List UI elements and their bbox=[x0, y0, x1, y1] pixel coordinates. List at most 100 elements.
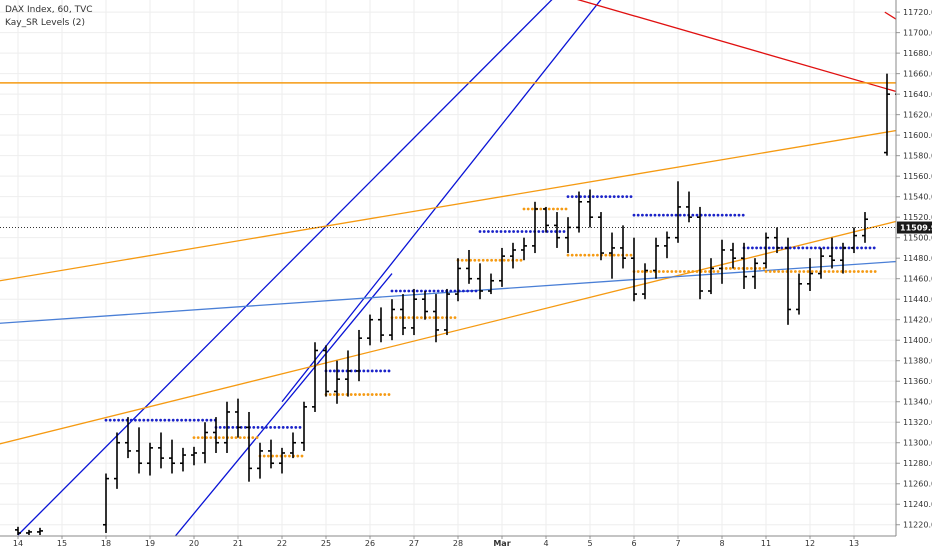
support-dot bbox=[362, 393, 366, 396]
y-tick-label: 11680.0 bbox=[903, 49, 932, 58]
support-dot bbox=[481, 258, 485, 262]
resistance-dot bbox=[712, 213, 716, 217]
resistance-dot bbox=[583, 195, 587, 199]
support-dot bbox=[852, 270, 856, 273]
support-dot bbox=[205, 436, 209, 440]
resistance-dot bbox=[474, 289, 478, 293]
support-dot bbox=[575, 253, 578, 257]
support-dot bbox=[271, 454, 274, 458]
resistance-dot bbox=[453, 289, 457, 293]
resistance-dot bbox=[729, 213, 732, 217]
support-dot bbox=[716, 270, 720, 273]
ohlc-bars bbox=[15, 73, 896, 535]
resistance-dot bbox=[503, 230, 507, 233]
resistance-dot bbox=[171, 418, 175, 422]
resistance-dot bbox=[653, 213, 657, 217]
resistance-dot bbox=[197, 418, 200, 422]
resistance-dot bbox=[516, 230, 520, 233]
resistance-dot bbox=[328, 369, 332, 373]
resistance-dot bbox=[579, 195, 582, 199]
support-dot bbox=[556, 207, 559, 211]
resistance-dot bbox=[847, 246, 851, 250]
resistance-dot bbox=[662, 213, 665, 217]
support-dot bbox=[777, 270, 780, 273]
support-dot bbox=[477, 258, 481, 262]
resistance-dot bbox=[167, 418, 171, 422]
resistance-dot bbox=[839, 246, 842, 250]
x-tick-label: 8 bbox=[719, 539, 724, 548]
support-dot bbox=[251, 436, 255, 440]
support-dot bbox=[666, 270, 669, 273]
resistance-dot bbox=[231, 425, 235, 429]
support-dot bbox=[522, 207, 526, 211]
y-tick-label: 11260.0 bbox=[903, 480, 932, 489]
resistance-dot bbox=[205, 418, 209, 422]
resistance-dot bbox=[209, 418, 213, 422]
red-channel-upper bbox=[576, 0, 896, 93]
resistance-dot bbox=[625, 195, 629, 199]
resistance-dot bbox=[746, 246, 750, 250]
support-dot bbox=[737, 267, 741, 270]
resistance-dot bbox=[558, 230, 562, 233]
resistance-dot bbox=[129, 418, 133, 422]
resistance-dot bbox=[121, 418, 125, 422]
resistance-dot bbox=[733, 213, 737, 217]
legend: DAX Index, 60, TVC Kay_SR Levels (2) bbox=[5, 5, 93, 28]
sr-levels bbox=[104, 60, 915, 458]
resistance-dot bbox=[793, 246, 796, 250]
support-dot bbox=[328, 393, 332, 396]
resistance-dot bbox=[809, 246, 813, 250]
resistance-dot bbox=[432, 289, 436, 293]
support-dot bbox=[370, 393, 374, 396]
resistance-dot bbox=[273, 425, 277, 429]
resistance-dot bbox=[566, 195, 570, 199]
resistance-dot bbox=[487, 230, 490, 233]
resistance-dot bbox=[691, 213, 695, 217]
resistance-dot bbox=[550, 230, 553, 233]
resistance-dot bbox=[286, 425, 289, 429]
support-dot bbox=[428, 316, 432, 320]
support-dot bbox=[844, 270, 848, 273]
support-dot bbox=[453, 316, 457, 320]
support-dot bbox=[354, 393, 357, 396]
support-dot bbox=[641, 270, 644, 273]
support-dot bbox=[234, 436, 238, 440]
support-dot bbox=[283, 454, 287, 458]
resistance-dot bbox=[912, 60, 915, 63]
resistance-dot bbox=[337, 369, 340, 373]
support-dot bbox=[192, 436, 196, 440]
resistance-dot bbox=[872, 246, 876, 250]
orange-line-upper bbox=[0, 129, 896, 282]
support-dot bbox=[366, 393, 370, 396]
resistance-dot bbox=[704, 213, 707, 217]
resistance-dot bbox=[108, 418, 112, 422]
resistance-dot bbox=[294, 425, 298, 429]
support-dot bbox=[596, 253, 599, 257]
support-dot bbox=[712, 270, 716, 273]
resistance-dot bbox=[499, 230, 503, 233]
horizontal-level-layer bbox=[0, 82, 896, 229]
support-dot bbox=[764, 270, 768, 273]
support-dot bbox=[815, 270, 818, 273]
resistance-dot bbox=[375, 369, 378, 373]
y-tick-label: 11540.0 bbox=[903, 193, 932, 202]
support-dot bbox=[869, 270, 873, 273]
resistance-dot bbox=[641, 213, 644, 217]
support-dot bbox=[678, 270, 682, 273]
support-dot bbox=[617, 253, 620, 257]
support-dot bbox=[415, 316, 419, 320]
x-tick-label: 5 bbox=[587, 539, 592, 548]
support-dot bbox=[657, 270, 661, 273]
resistance-dot bbox=[856, 246, 859, 250]
y-tick-label: 11300.0 bbox=[903, 439, 932, 448]
resistance-dot bbox=[281, 425, 285, 429]
support-dot bbox=[341, 393, 345, 396]
x-tick-label: 15 bbox=[57, 539, 67, 548]
resistance-dot bbox=[591, 195, 595, 199]
y-tick-label: 11500.0 bbox=[903, 234, 932, 243]
resistance-dot bbox=[441, 289, 444, 293]
resistance-dot bbox=[466, 289, 469, 293]
support-dot bbox=[201, 436, 204, 440]
